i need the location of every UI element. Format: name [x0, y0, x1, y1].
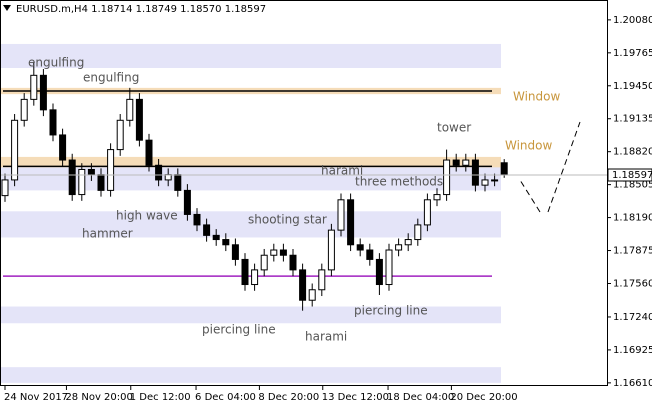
candle-body [20, 98, 28, 121]
candle-body [270, 249, 278, 256]
candle-body [135, 98, 143, 141]
price-zone [1, 367, 501, 383]
candle-body [231, 244, 239, 260]
candle-body [308, 289, 316, 301]
annotation: engulfing [28, 56, 84, 70]
candle-body [107, 149, 115, 191]
candle-body [97, 174, 105, 191]
y-tick-label: 1.16610 [613, 378, 652, 389]
candle-body [423, 199, 431, 226]
candle-body [385, 249, 393, 286]
annotation: tower [437, 121, 471, 135]
y-tick-label: 1.19765 [613, 48, 652, 59]
candle-body [289, 254, 297, 271]
candle-body [318, 269, 326, 291]
candle-body [39, 74, 47, 111]
candle-body [366, 249, 374, 260]
candle-body [414, 224, 422, 241]
candle-body [471, 159, 479, 186]
y-tick-label: 1.16925 [613, 345, 652, 356]
candle-body [1, 179, 9, 197]
annotation: high wave [116, 209, 178, 223]
candle-body [212, 234, 220, 241]
annotation: piercing line [354, 304, 428, 318]
candle-body [145, 139, 153, 166]
candle-body [155, 164, 163, 181]
y-tick-label: 1.20080 [613, 15, 652, 26]
candle-body [68, 159, 76, 196]
x-tick-label: 1 Dec 12:00 [130, 392, 191, 403]
candle-body [347, 199, 355, 246]
title-arrow [3, 5, 11, 11]
candle-body [443, 159, 451, 196]
price-zone [1, 43, 501, 68]
candle-body [11, 119, 19, 181]
candle-body [78, 168, 86, 196]
x-tick-label: 13 Dec 12:00 [322, 392, 389, 403]
annotation: piercing line [202, 323, 276, 337]
candle-body [87, 168, 95, 176]
candle-body [260, 254, 268, 271]
x-tick-label: 18 Dec 04:00 [387, 392, 454, 403]
y-tick-label: 1.19450 [613, 81, 652, 92]
candle-body [174, 174, 182, 191]
y-tick-label: 1.17560 [613, 278, 652, 289]
x-tick-label: 28 Nov 20:00 [65, 392, 132, 403]
price-zone [1, 156, 501, 168]
y-tick-label: 1.19135 [613, 114, 652, 125]
candle-body [59, 134, 67, 161]
candle-body [462, 159, 470, 166]
price-tag-label: 1.18597 [612, 170, 652, 181]
candle-body [251, 269, 259, 286]
candle-body [222, 239, 230, 246]
candle-body [49, 109, 57, 136]
y-tick-label: 1.18505 [613, 180, 652, 191]
candle-body [433, 194, 441, 201]
candle-body [481, 179, 489, 186]
annotation: harami [305, 330, 347, 344]
candle-body [491, 179, 499, 182]
x-tick-label: 8 Dec 20:00 [258, 392, 319, 403]
annotation: hammer [82, 227, 133, 241]
candle-body [395, 244, 403, 251]
candle-body [327, 229, 335, 271]
candle-body [241, 258, 249, 286]
annotation: harami [321, 164, 363, 178]
candle-body [452, 159, 460, 166]
candle-body [126, 98, 134, 121]
candle-body [203, 224, 211, 236]
candle-body [500, 162, 508, 176]
candle-body [356, 244, 364, 251]
candle-body [116, 119, 124, 151]
x-tick-label: 6 Dec 04:00 [195, 392, 256, 403]
x-tick-label: 20 Dec 20:00 [450, 392, 517, 403]
candle-body [299, 269, 307, 301]
forecast-line [519, 179, 541, 213]
y-tick-label: 1.17240 [613, 312, 652, 323]
annotation: engulfing [83, 71, 139, 85]
annotation: Window [505, 139, 553, 153]
y-tick-label: 1.17875 [613, 246, 652, 257]
price-tag [607, 168, 652, 182]
annotation: three methods [355, 175, 443, 189]
forecast-line [547, 121, 581, 213]
price-zone [1, 306, 501, 324]
candle-body [279, 249, 287, 256]
candle-body [183, 189, 191, 215]
candle-body [337, 199, 345, 231]
y-tick-label: 1.18820 [613, 147, 652, 158]
candle-body [404, 239, 412, 246]
x-tick-label: 24 Nov 2017 [4, 392, 68, 403]
candle-body [193, 213, 201, 226]
annotation: Window [513, 90, 561, 104]
chart-title: EURUSD.m,H4 1.18714 1.18749 1.18570 1.18… [16, 4, 266, 15]
candle-body [375, 258, 383, 286]
annotation: shooting star [248, 213, 327, 227]
candle-body [30, 74, 38, 100]
y-tick-label: 1.18190 [613, 213, 652, 224]
